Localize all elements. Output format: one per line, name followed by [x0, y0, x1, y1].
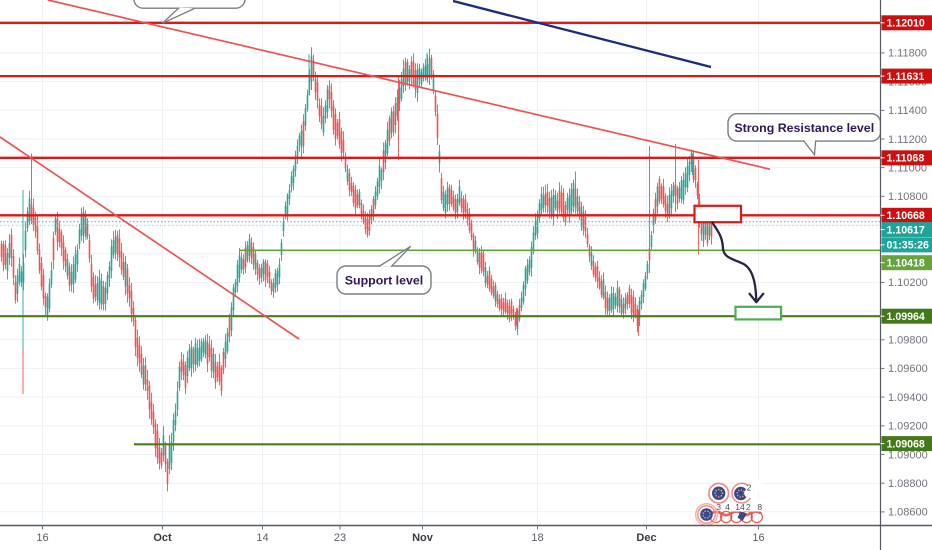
svg-text:2: 2	[746, 502, 751, 512]
svg-text:1.10418: 1.10418	[887, 257, 925, 269]
svg-text:1.11200: 1.11200	[888, 134, 927, 146]
svg-text:16: 16	[36, 532, 48, 544]
svg-text:1.10617: 1.10617	[887, 224, 925, 236]
svg-text:Nov: Nov	[412, 532, 434, 544]
svg-text:Dec: Dec	[636, 532, 656, 544]
svg-text:1.08600: 1.08600	[888, 507, 928, 519]
svg-text:1.11800: 1.11800	[888, 48, 927, 60]
svg-text:1.09800: 1.09800	[888, 335, 928, 347]
svg-text:1.10668: 1.10668	[887, 210, 925, 222]
svg-text:14: 14	[735, 502, 745, 512]
svg-text:14: 14	[256, 532, 268, 544]
svg-text:1.09600: 1.09600	[888, 363, 928, 375]
svg-text:1.09964: 1.09964	[887, 311, 925, 323]
svg-text:2: 2	[747, 483, 752, 493]
svg-text:Support level: Support level	[345, 273, 424, 287]
svg-text:Strong Resistance level: Strong Resistance level	[734, 121, 874, 135]
svg-text:18: 18	[531, 532, 543, 544]
svg-text:Oct: Oct	[153, 532, 172, 544]
svg-text:1.12010: 1.12010	[887, 18, 925, 30]
svg-text:23: 23	[334, 532, 346, 544]
svg-text:8: 8	[757, 502, 762, 512]
svg-text:16: 16	[752, 532, 764, 544]
svg-text:4: 4	[725, 502, 730, 512]
svg-text:1.08800: 1.08800	[888, 478, 928, 490]
svg-text:1.11400: 1.11400	[888, 105, 927, 117]
svg-text:1.10800: 1.10800	[888, 191, 928, 203]
svg-text:01:35:26: 01:35:26	[887, 240, 930, 252]
svg-text:1.11068: 1.11068	[887, 153, 925, 165]
svg-text:1.09200: 1.09200	[888, 421, 928, 433]
svg-text:3: 3	[716, 502, 721, 512]
svg-text:1.09068: 1.09068	[887, 438, 925, 450]
svg-text:1.09400: 1.09400	[888, 392, 928, 404]
svg-text:1.11000: 1.11000	[888, 162, 927, 174]
svg-text:1.10200: 1.10200	[888, 277, 928, 289]
svg-text:1.09000: 1.09000	[888, 449, 928, 461]
svg-text:1.11631: 1.11631	[887, 71, 925, 83]
